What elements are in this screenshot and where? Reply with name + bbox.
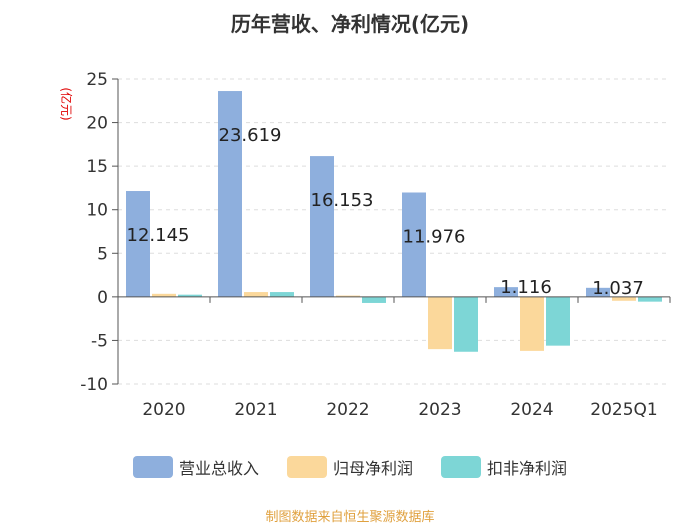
- bar-扣非净利润-2025Q1[interactable]: [638, 296, 662, 302]
- legend-swatch: [441, 456, 481, 478]
- legend-label: 营业总收入: [178, 459, 259, 478]
- bar-扣非净利润-2023[interactable]: [454, 296, 478, 352]
- x-tick-label: 2023: [418, 400, 461, 420]
- y-tick-label: -10: [80, 375, 108, 395]
- bar-营业总收入-2023[interactable]: [402, 192, 426, 297]
- bar-归母净利润-2024[interactable]: [520, 296, 544, 351]
- bar-扣非净利润-2024[interactable]: [546, 296, 570, 346]
- bar-chart: -10 -5 0 5 10 15 20 25 (亿元) 2020 2021 2022 2023 2024 2…: [59, 70, 671, 420]
- bars: [126, 91, 662, 352]
- y-tick-label: 0: [97, 288, 108, 308]
- bar-归母净利润-2021[interactable]: [244, 292, 268, 297]
- y-tick-label: 10: [86, 201, 108, 221]
- data-label: 12.145: [127, 225, 190, 246]
- bar-营业总收入-2020[interactable]: [126, 191, 150, 297]
- bar-归母净利润-2022[interactable]: [336, 295, 360, 297]
- x-tick-label: 2022: [326, 400, 369, 420]
- x-tick-label: 2020: [142, 400, 185, 420]
- y-tick-label: 15: [86, 157, 108, 177]
- bar-营业总收入-2021[interactable]: [218, 91, 242, 297]
- bar-营业总收入-2022[interactable]: [310, 156, 334, 297]
- bar-归母净利润-2023[interactable]: [428, 296, 452, 350]
- legend-item[interactable]: 营业总收入: [132, 455, 259, 479]
- legend-item[interactable]: 归母净利润: [286, 455, 413, 479]
- y-tick-label: -5: [91, 331, 108, 351]
- gridlines: [118, 78, 670, 385]
- x-tick-label: 2025Q1: [590, 400, 657, 420]
- bar-归母净利润-2025Q1[interactable]: [612, 296, 636, 301]
- bar-归母净利润-2020[interactable]: [152, 293, 176, 297]
- data-label: 11.976: [403, 226, 466, 247]
- legend-item[interactable]: 扣非净利润: [441, 455, 567, 479]
- y-tick-label: 5: [97, 244, 108, 264]
- bar-营业总收入-2025Q1[interactable]: [586, 287, 610, 297]
- data-label: 1.116: [500, 277, 552, 298]
- legend-label: 归母净利润: [332, 459, 413, 478]
- x-tick-label: 2024: [510, 400, 553, 420]
- data-label: 16.153: [311, 190, 374, 211]
- chart-title: 历年营收、净利情况(亿元): [230, 12, 470, 36]
- x-tick-label: 2021: [234, 400, 277, 420]
- legend-label: 扣非净利润: [487, 459, 568, 478]
- bar-扣非净利润-2020[interactable]: [178, 294, 202, 297]
- data-label: 23.619: [219, 125, 282, 146]
- bar-扣非净利润-2021[interactable]: [270, 292, 294, 297]
- data-labels: 12.145 23.619 16.153 11.976 1.116 1.037: [127, 125, 644, 299]
- data-label: 1.037: [592, 278, 644, 299]
- legend-swatch: [132, 456, 173, 478]
- bar-营业总收入-2024[interactable]: [494, 287, 518, 297]
- bar-扣非净利润-2022[interactable]: [362, 296, 386, 303]
- y-tick-label: 25: [86, 70, 108, 90]
- legend: 营业总收入 归母净利润 扣非净利润: [0, 455, 700, 479]
- source-note: 制图数据来自恒生聚源数据库: [265, 510, 435, 525]
- y-axis-unit: (亿元): [59, 87, 74, 120]
- legend-swatch: [286, 456, 327, 478]
- y-tick-label: 20: [86, 114, 108, 134]
- axes: -10 -5 0 5 10 15 20 25 (亿元) 2020 2021 2022 2023 2024 2…: [59, 70, 671, 420]
